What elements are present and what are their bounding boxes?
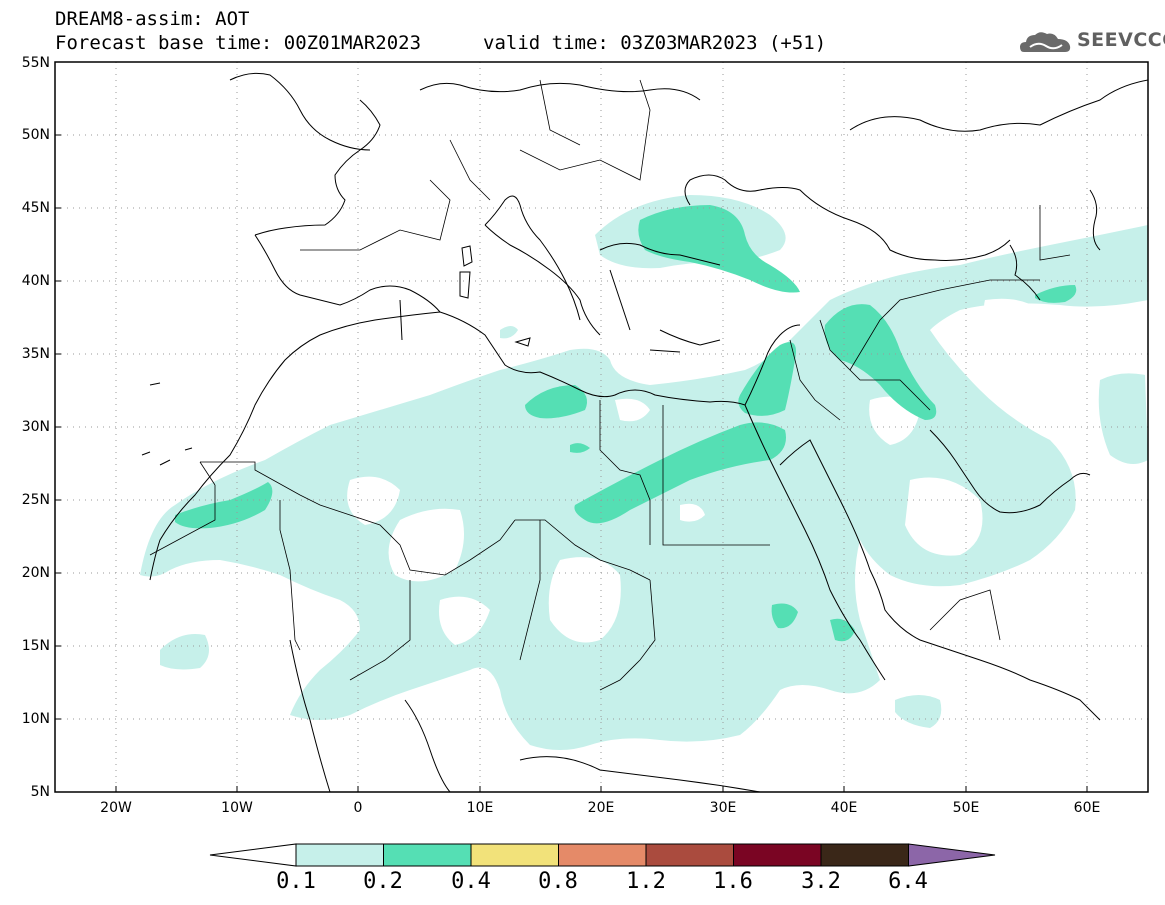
lat-label: 10N bbox=[21, 711, 50, 727]
valid-time: valid time: 03Z03MAR2023 (+51) bbox=[483, 32, 827, 54]
colorbar-bin bbox=[295, 843, 384, 867]
colorbar-label: 0.1 bbox=[276, 869, 316, 894]
logo-text: SEEVCCC bbox=[1077, 29, 1165, 51]
lon-label: 30E bbox=[709, 800, 737, 816]
lon-label: 0 bbox=[353, 800, 363, 816]
lat-label: 35N bbox=[21, 346, 50, 362]
cloud-logo-icon bbox=[1020, 32, 1071, 52]
axis-ticks bbox=[55, 134, 1088, 792]
lon-label: 20E bbox=[587, 800, 615, 816]
colorbar-high-arrow bbox=[908, 843, 996, 867]
lat-label: 15N bbox=[21, 638, 50, 654]
colorbar-bin bbox=[820, 843, 909, 867]
lon-label: 20W bbox=[100, 800, 132, 816]
lon-label: 40E bbox=[830, 800, 858, 816]
aot-medium-contours bbox=[175, 205, 1077, 642]
lat-label: 50N bbox=[21, 127, 50, 143]
forecast-base-time: Forecast base time: 00Z01MAR2023 bbox=[55, 32, 422, 54]
colorbar bbox=[209, 843, 996, 867]
colorbar-bin bbox=[383, 843, 472, 867]
colorbar-low-arrow bbox=[209, 843, 297, 867]
colorbar-label: 3.2 bbox=[801, 869, 841, 894]
country-borders bbox=[149, 79, 1071, 691]
aot-holes bbox=[347, 298, 1040, 645]
graticule bbox=[55, 62, 1148, 792]
lat-label: 45N bbox=[21, 200, 50, 216]
islands bbox=[141, 245, 721, 466]
colorbar-label: 6.4 bbox=[888, 869, 928, 894]
lat-label: 5N bbox=[30, 784, 50, 800]
colorbar-bin bbox=[470, 843, 559, 867]
colorbar-bin bbox=[645, 843, 734, 867]
lon-label: 50E bbox=[952, 800, 980, 816]
coastlines bbox=[149, 72, 1148, 792]
lon-label: 10W bbox=[221, 800, 253, 816]
colorbar-label: 0.8 bbox=[538, 869, 578, 894]
colorbar-label: 1.6 bbox=[713, 869, 753, 894]
lon-label: 60E bbox=[1073, 800, 1101, 816]
lat-label: 25N bbox=[21, 492, 50, 508]
colorbar-label: 0.2 bbox=[363, 869, 403, 894]
lat-label: 55N bbox=[21, 55, 50, 71]
map-title: DREAM8-assim: AOT bbox=[55, 8, 250, 30]
lat-label: 20N bbox=[21, 565, 50, 581]
colorbar-label: 0.4 bbox=[451, 869, 491, 894]
lon-label: 10E bbox=[466, 800, 494, 816]
colorbar-bin bbox=[558, 843, 647, 867]
colorbar-label: 1.2 bbox=[626, 869, 666, 894]
lat-label: 30N bbox=[21, 419, 50, 435]
lat-label: 40N bbox=[21, 273, 50, 289]
colorbar-bin bbox=[733, 843, 822, 867]
